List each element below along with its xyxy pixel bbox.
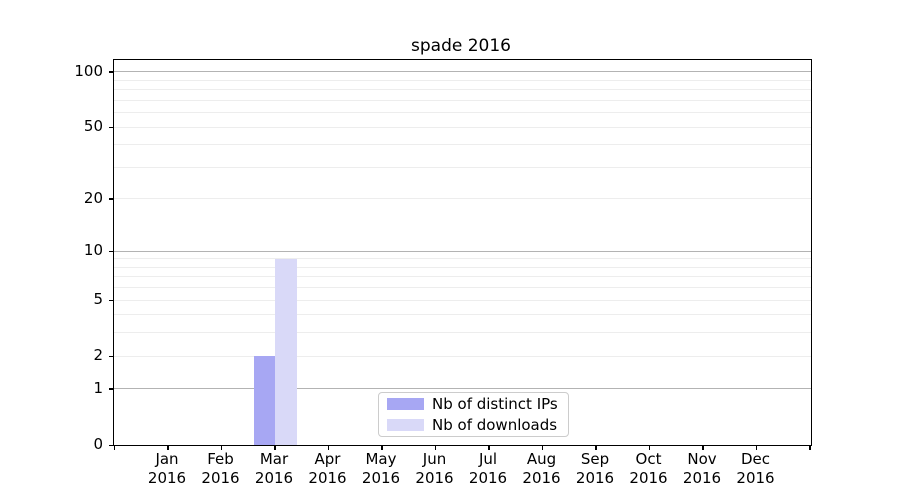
gridline [113, 276, 811, 278]
gridline [113, 355, 811, 357]
gridline [113, 388, 811, 390]
y-tick-label: 5 [93, 290, 103, 309]
gridline [113, 314, 811, 316]
y-tick-mark [108, 299, 113, 301]
gridline [113, 258, 811, 260]
x-tick-label: Jan 2016 [147, 450, 187, 487]
y-tick-mark [108, 444, 113, 446]
x-tick-label: Mar 2016 [254, 450, 294, 487]
x-tick-mark [488, 446, 490, 450]
x-tick-label: Nov 2016 [682, 450, 722, 487]
y-tick-mark [108, 126, 113, 128]
y-tick-label: 10 [83, 241, 103, 260]
gridline [113, 166, 811, 168]
x-tick-label: Aug 2016 [522, 450, 561, 487]
legend-label: Nb of distinct IPs [432, 394, 558, 413]
gridline [113, 71, 811, 73]
x-tick-label: Jun 2016 [415, 450, 454, 487]
x-tick-label: Sep 2016 [575, 450, 615, 487]
y-tick-label: 1 [93, 378, 103, 397]
gridline [113, 99, 811, 101]
plot-area [108, 59, 812, 450]
x-tick-mark [220, 446, 223, 450]
x-tick-label: Oct 2016 [629, 450, 668, 487]
legend-swatch [387, 419, 424, 431]
x-tick-mark [809, 446, 811, 450]
y-tick-label: 100 [74, 61, 103, 80]
legend-swatch [387, 398, 424, 410]
legend-item: Nb of distinct IPs [387, 394, 558, 413]
gridline [113, 89, 811, 91]
chart-title: spade 2016 [411, 36, 511, 56]
gridline [113, 126, 811, 128]
y-tick-label: 2 [93, 346, 103, 365]
y-tick-mark [108, 198, 113, 200]
x-tick-label: Apr 2016 [308, 450, 347, 487]
x-tick-mark [595, 446, 597, 450]
legend-item: Nb of downloads [387, 415, 558, 434]
bar-nb-of-distinct-ips [253, 356, 275, 445]
gridline [113, 332, 811, 334]
x-tick-label: Dec 2016 [736, 450, 775, 487]
x-tick-mark [541, 446, 544, 450]
bar-nb-of-downloads [275, 258, 297, 445]
y-tick-label: 20 [83, 188, 103, 207]
x-tick-label: May 2016 [361, 450, 401, 487]
y-tick-mark [108, 250, 113, 252]
x-tick-mark [702, 446, 704, 450]
gridline [113, 287, 811, 289]
y-tick-mark [108, 71, 113, 73]
x-tick-mark [113, 446, 116, 450]
y-tick-mark [108, 355, 113, 357]
x-tick-label: Feb 2016 [201, 450, 240, 487]
gridline [113, 198, 811, 200]
y-tick-label: 50 [83, 117, 103, 136]
gridline [113, 144, 811, 146]
gridline [113, 266, 811, 268]
x-tick-mark [755, 446, 758, 450]
gridline [113, 79, 811, 81]
x-tick-label: Jul 2016 [468, 450, 508, 487]
x-tick-mark [167, 446, 169, 450]
gridline [113, 250, 811, 252]
gridline [113, 299, 811, 301]
y-tick-mark [108, 388, 113, 390]
x-tick-mark [327, 446, 330, 450]
gridline [113, 112, 811, 114]
legend: Nb of distinct IPs Nb of downloads [378, 392, 569, 437]
legend-label: Nb of downloads [432, 415, 558, 434]
x-tick-mark [434, 446, 437, 450]
x-tick-mark [648, 446, 651, 450]
x-tick-mark [381, 446, 383, 450]
x-tick-mark [274, 446, 276, 450]
y-tick-label: 0 [93, 435, 103, 453]
